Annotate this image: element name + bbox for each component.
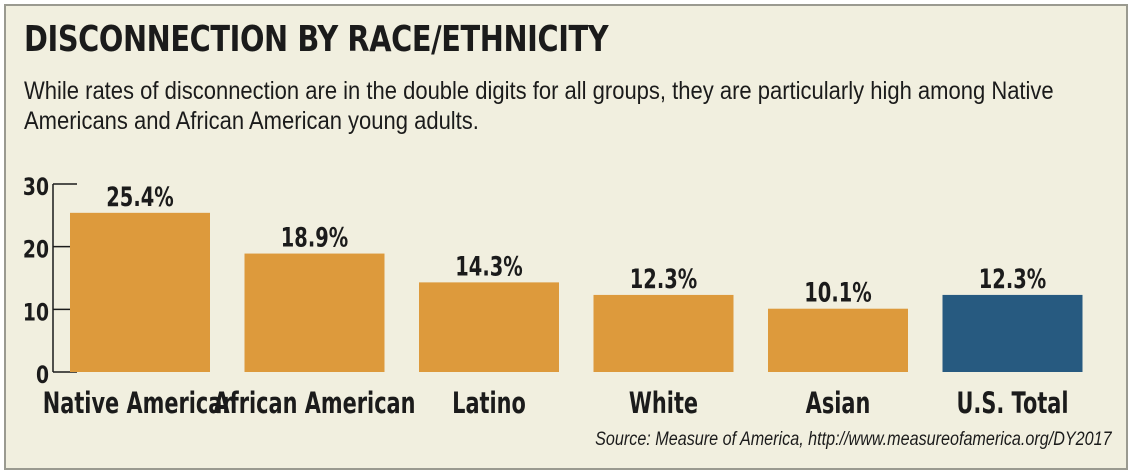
category-label: African American — [213, 387, 415, 420]
bar-chart: 0 10 20 30 25.4% Native American 18.9% African … — [23, 174, 1083, 420]
category-label: Latino — [452, 387, 526, 420]
bar — [70, 212, 210, 372]
source-note: Source: Measure of America, http://www.m… — [595, 429, 1112, 450]
chart-title: DISCONNECTION BY RACE/ETHNICITY — [24, 19, 609, 60]
bar — [419, 282, 559, 372]
bar — [593, 294, 734, 372]
bar — [768, 308, 908, 372]
data-label: 14.3% — [455, 250, 522, 282]
data-label: 12.3% — [979, 263, 1046, 295]
category-label: U.S. Total — [956, 387, 1068, 420]
chart-card: DISCONNECTION BY RACE/ETHNICITY While ra… — [4, 4, 1128, 470]
category-label: White — [629, 387, 698, 420]
category-label: Native American — [43, 387, 237, 420]
bar — [942, 294, 1083, 372]
y-tick-label: 0 — [36, 362, 49, 390]
category-label: Asian — [806, 387, 871, 420]
y-tick-label: 10 — [23, 299, 49, 327]
y-tick-label: 30 — [23, 174, 49, 202]
data-label: 18.9% — [281, 221, 348, 253]
data-label: 10.1% — [804, 276, 871, 308]
chart-subtitle: While rates of disconnection are in the … — [24, 76, 1119, 136]
data-label: 12.3% — [630, 263, 697, 295]
chart-subtitle-text: While rates of disconnection are in the … — [24, 77, 1054, 135]
y-tick-label: 20 — [23, 236, 49, 264]
bar — [244, 253, 385, 372]
data-label: 25.4% — [106, 181, 173, 213]
